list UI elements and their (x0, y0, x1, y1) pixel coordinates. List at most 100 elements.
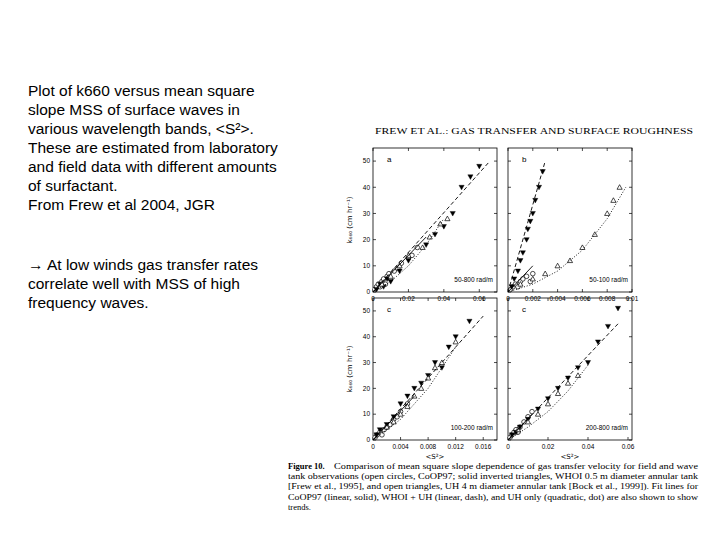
x-tick-label: 0.004 (549, 295, 566, 302)
y-tick-label: 0 (366, 288, 370, 295)
x-tick (588, 298, 589, 301)
data-point (405, 404, 410, 409)
y-tick (494, 187, 497, 188)
y-tick (494, 414, 497, 415)
data-point (432, 365, 437, 370)
x-tick (400, 298, 401, 301)
y-tick-label: 20 (363, 236, 371, 243)
fit-line (373, 347, 456, 440)
data-point (510, 433, 515, 438)
y-tick-label: 40 (363, 333, 371, 340)
x-tick (443, 148, 444, 151)
background (0, 0, 720, 540)
fit-line (508, 161, 545, 292)
fit-line (373, 316, 483, 440)
x-tick (588, 437, 589, 440)
x-tick (373, 298, 374, 301)
fit-line (508, 187, 626, 292)
y-tick (629, 161, 632, 162)
data-point (515, 269, 520, 274)
x-tick-label: 0 (371, 295, 375, 302)
x-tick (443, 289, 444, 292)
data-point (467, 319, 472, 324)
panel-label: c (522, 305, 526, 314)
x-tick (582, 148, 583, 151)
plot-frame (508, 148, 632, 292)
y-tick (508, 336, 511, 337)
x-tick-label: 0.06 (473, 295, 486, 302)
y-tick (373, 239, 376, 240)
x-tick (532, 289, 533, 292)
caption-label: Figure 10. (288, 461, 325, 471)
data-point (405, 394, 410, 399)
data-point (424, 243, 429, 248)
y-tick (629, 336, 632, 337)
y-tick (629, 310, 632, 311)
fit-line (373, 237, 426, 292)
y-tick (629, 414, 632, 415)
y-tick (373, 388, 376, 389)
slide-text: various wavelength bands, <S²>. (28, 120, 254, 137)
y-tick (494, 336, 497, 337)
panel-label: b (522, 155, 527, 164)
data-layer (373, 316, 483, 440)
y-tick (494, 362, 497, 363)
y-tick (373, 187, 376, 188)
band-annotation: 50-800 rad/m (454, 276, 493, 283)
y-tick (373, 336, 376, 337)
slide: Plot of k660 versus mean squareslope MSS… (0, 0, 720, 540)
y-tick-label: 40 (363, 184, 371, 191)
y-tick (373, 362, 376, 363)
slide-text: of surfactant. (28, 177, 118, 194)
x-tick (508, 148, 509, 151)
y-tick (629, 388, 632, 389)
data-point (412, 386, 417, 391)
data-point (420, 245, 425, 250)
data-point (397, 269, 402, 274)
plot-frame (508, 298, 632, 440)
y-tick-label: 0 (366, 436, 370, 443)
data-point (445, 216, 450, 221)
data-point (518, 282, 523, 287)
x-tick (632, 289, 633, 292)
caption-text: Comparison of mean square slope dependen… (334, 461, 698, 471)
y-axis-label: k₆₆₀ (cm hr⁻¹) (346, 345, 354, 392)
x-tick (532, 148, 533, 151)
caption-line: trends. (288, 502, 311, 512)
slide-text: and field data with different amounts (28, 158, 277, 175)
plot-frame (373, 148, 497, 292)
x-tick (557, 289, 558, 292)
caption-line: Figure 10. Comparison of mean square slop… (288, 461, 698, 471)
x-tick (428, 437, 429, 440)
x-tick-label: 0.006 (574, 295, 591, 302)
y-tick (494, 161, 497, 162)
x-tick (628, 298, 629, 301)
y-tick (494, 292, 497, 293)
x-tick-label: 0.016 (475, 443, 492, 450)
data-point (585, 361, 590, 366)
data-layer (508, 161, 626, 292)
y-tick-label: 20 (363, 385, 371, 392)
data-layer (373, 161, 490, 292)
data-point (575, 373, 580, 378)
x-tick (483, 437, 484, 440)
x-tick (557, 148, 558, 151)
y-tick (508, 362, 511, 363)
x-tick (373, 148, 374, 151)
x-tick-label: 0 (371, 443, 375, 450)
y-tick (494, 310, 497, 311)
data-point (468, 175, 473, 180)
data-point (477, 164, 482, 169)
x-tick (479, 148, 480, 151)
data-point (459, 185, 464, 190)
data-point (565, 381, 570, 386)
y-tick (508, 310, 511, 311)
x-tick (607, 289, 608, 292)
y-tick (629, 292, 632, 293)
x-tick (455, 437, 456, 440)
data-layer (508, 306, 621, 440)
y-tick-label: 10 (363, 262, 371, 269)
caption-line: tank observations (open circles, CoOP97;… (288, 471, 699, 481)
x-tick (548, 437, 549, 440)
y-tick (508, 239, 511, 240)
